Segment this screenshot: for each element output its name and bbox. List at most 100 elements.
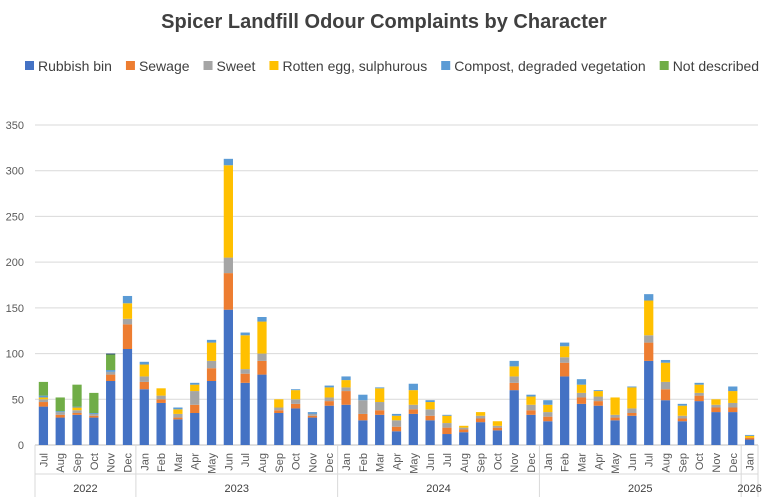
bar-segment-sweet [593, 396, 603, 402]
bar-segment-sewage [240, 373, 250, 383]
x-tick-label: Jan [341, 453, 353, 471]
bar-segment-rotten-egg-sulphurous [543, 404, 553, 413]
bar-segment-sweet [576, 392, 587, 398]
x-tick-label: Sep [476, 453, 488, 473]
bar-segment-sewage [694, 395, 704, 402]
bar-segment-compost-degraded-vegetation [358, 394, 368, 401]
x-tick-label: Nov [509, 453, 521, 473]
bar-segment-sewage [711, 407, 721, 413]
bar-segment-sewage [358, 413, 368, 421]
legend-label-not-described: Not described [673, 58, 759, 74]
bar-segment-rubbish-bin [442, 434, 452, 445]
x-tick-label: Jan [745, 453, 757, 471]
bar-segment-sweet [307, 413, 318, 416]
bar-segment-not-described [72, 384, 82, 407]
bar-segment-compost-degraded-vegetation [173, 407, 183, 410]
bar-segment-rotten-egg-sulphurous [274, 399, 284, 408]
bar-segment-rotten-egg-sulphurous [240, 335, 250, 370]
bar-segment-rubbish-bin [106, 381, 116, 445]
bar-segment-sweet [240, 369, 250, 374]
legend-label-compost-degraded-vegetation: Compost, degraded vegetation [454, 58, 645, 74]
bar-segment-compost-degraded-vegetation [223, 158, 233, 166]
bar-segment-sweet [257, 353, 267, 361]
legend-swatch-rotten-egg-sulphurous [269, 61, 279, 70]
bar-segment-sewage [627, 413, 637, 416]
bar-segment-rotten-egg-sulphurous [257, 321, 267, 354]
x-tick-label: Feb [358, 453, 370, 472]
bar-segment-rubbish-bin [55, 417, 65, 445]
x-tick-label: Aug [55, 453, 67, 473]
bar-segment-rotten-egg-sulphurous [728, 391, 738, 403]
bar-segment-sweet [728, 402, 738, 408]
x-tick-label: Jun [627, 453, 639, 471]
bar-segment-compost-degraded-vegetation [257, 317, 267, 322]
bar-segment-rubbish-bin [677, 421, 687, 445]
bar-segment-rotten-egg-sulphurous [375, 388, 385, 403]
bar-segment-rubbish-bin [307, 417, 318, 445]
bar-segment-sweet [509, 376, 519, 383]
bar-segment-rotten-egg-sulphurous [408, 390, 418, 405]
x-tick-label: Jan [139, 453, 151, 471]
bar-segment-compost-degraded-vegetation [38, 395, 49, 398]
bar-segment-sewage [677, 418, 687, 422]
bar-segment-sweet [274, 407, 284, 411]
bar-segment-rubbish-bin [660, 400, 671, 445]
bar-segment-compost-degraded-vegetation [408, 383, 418, 391]
bar-segment-sweet [156, 395, 166, 400]
x-tick-label: Aug [257, 453, 269, 473]
bar-segment-rubbish-bin [593, 405, 603, 445]
bar-segment-sewage [223, 273, 233, 310]
legend-label-rotten-egg-sulphurous: Rotten egg, sulphurous [282, 58, 427, 74]
bar-segment-sewage [139, 381, 149, 390]
bar-segment-compost-degraded-vegetation [543, 400, 553, 405]
bar-segment-sewage [122, 324, 133, 349]
bar-segment-rotten-egg-sulphurous [526, 396, 536, 405]
bar-segment-rotten-egg-sulphurous [425, 402, 435, 410]
bar-segment-sweet [660, 381, 671, 390]
x-tick-label: Nov [106, 453, 118, 473]
bar-segment-sweet [190, 391, 200, 405]
bar-segment-other [106, 353, 116, 355]
x-tick-label: Sep [274, 453, 286, 473]
bar-segment-compost-degraded-vegetation [290, 389, 301, 391]
bar-segment-rotten-egg-sulphurous [627, 387, 637, 409]
legend-swatch-not-described [659, 61, 669, 70]
bar-segment-sewage [341, 391, 351, 405]
x-tick-label: Jun [223, 453, 235, 471]
bar-segment-rubbish-bin [576, 403, 587, 445]
bar-segment-sweet [375, 402, 385, 411]
bar-segment-sweet [391, 420, 402, 427]
y-tick-label: 300 [6, 166, 24, 178]
bar-segment-sweet [173, 413, 183, 418]
x-tick-label: Oct [291, 453, 303, 470]
bar-segment-sweet [711, 404, 721, 408]
bar-segment-rubbish-bin [257, 374, 267, 445]
bar-segment-sewage [290, 403, 301, 409]
x-tick-label: Jun [425, 453, 437, 471]
bar-segment-rotten-egg-sulphurous [190, 384, 200, 392]
bar-segment-rotten-egg-sulphurous [492, 421, 503, 426]
bar-segment-rubbish-bin [526, 414, 536, 445]
bar-segment-rubbish-bin [459, 432, 469, 445]
bar-segment-sewage [173, 417, 183, 420]
bar-segment-sweet [492, 425, 503, 428]
bar-segment-sewage [728, 407, 738, 413]
bar-segment-rotten-egg-sulphurous [72, 407, 82, 411]
bar-segment-sewage [560, 362, 570, 377]
legend-swatch-sewage [125, 61, 135, 70]
bar-segment-rubbish-bin [560, 376, 570, 445]
bar-segment-rotten-egg-sulphurous [223, 165, 233, 258]
bar-segment-rotten-egg-sulphurous [593, 391, 603, 397]
bar-segment-sewage [492, 427, 503, 431]
bar-segment-not-described [89, 392, 99, 413]
x-tick-label: Jul [38, 453, 50, 467]
bar-segment-compost-degraded-vegetation [627, 386, 637, 388]
bar-segment-rotten-egg-sulphurous [391, 415, 402, 421]
bar-segment-sewage [442, 427, 452, 435]
bar-segment-compost-degraded-vegetation [576, 379, 587, 385]
bar-segment-rotten-egg-sulphurous [156, 388, 166, 396]
bar-segment-sweet [89, 413, 99, 416]
bar-segment-compost-degraded-vegetation [442, 414, 452, 416]
bar-segment-sweet [475, 415, 486, 419]
bar-segment-sewage [324, 401, 334, 406]
